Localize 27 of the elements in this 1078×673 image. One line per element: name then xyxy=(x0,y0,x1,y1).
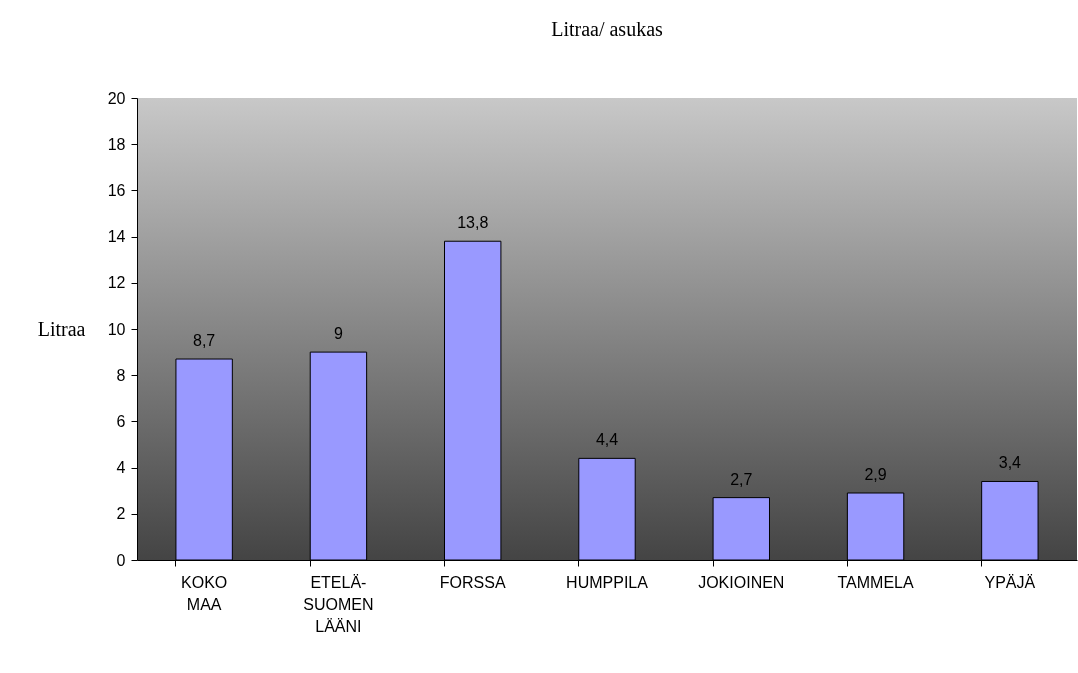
data-label: 2,7 xyxy=(730,470,753,488)
y-tick-label: 2 xyxy=(116,505,126,523)
y-tick-label: 10 xyxy=(107,320,126,338)
y-tick-label: 14 xyxy=(107,228,126,246)
x-tick-label: YPÄJÄ xyxy=(984,573,1036,591)
data-label: 13,8 xyxy=(457,214,489,232)
data-label: 3,4 xyxy=(998,454,1022,472)
data-label: 9 xyxy=(333,325,343,343)
data-label: 8,7 xyxy=(193,332,216,350)
x-tick-label: TAMMELA xyxy=(837,573,914,591)
y-tick-label: 20 xyxy=(107,89,126,107)
y-tick-label: 0 xyxy=(116,551,126,569)
x-tick-label: FORSSA xyxy=(439,573,506,591)
chart-title: Litraa/ asukas xyxy=(551,18,664,40)
x-tick-label: ETELÄ-SUOMEN LÄÄNI xyxy=(303,573,374,635)
y-axis-title: Litraa xyxy=(37,317,86,340)
y-tick-label: 12 xyxy=(107,274,126,292)
data-label: 4,4 xyxy=(595,431,619,449)
y-tick-label: 16 xyxy=(107,181,126,199)
y-tick-label: 18 xyxy=(107,135,126,153)
x-tick-label: JOKIOINEN xyxy=(698,573,785,591)
x-tick-label: HUMPPILA xyxy=(566,573,649,591)
data-label: 2,9 xyxy=(864,466,887,484)
y-tick-label: 4 xyxy=(116,459,126,477)
y-tick-label: 6 xyxy=(116,412,126,430)
y-tick-label: 8 xyxy=(116,366,126,384)
x-tick-label: KOKO MAA xyxy=(181,573,228,613)
